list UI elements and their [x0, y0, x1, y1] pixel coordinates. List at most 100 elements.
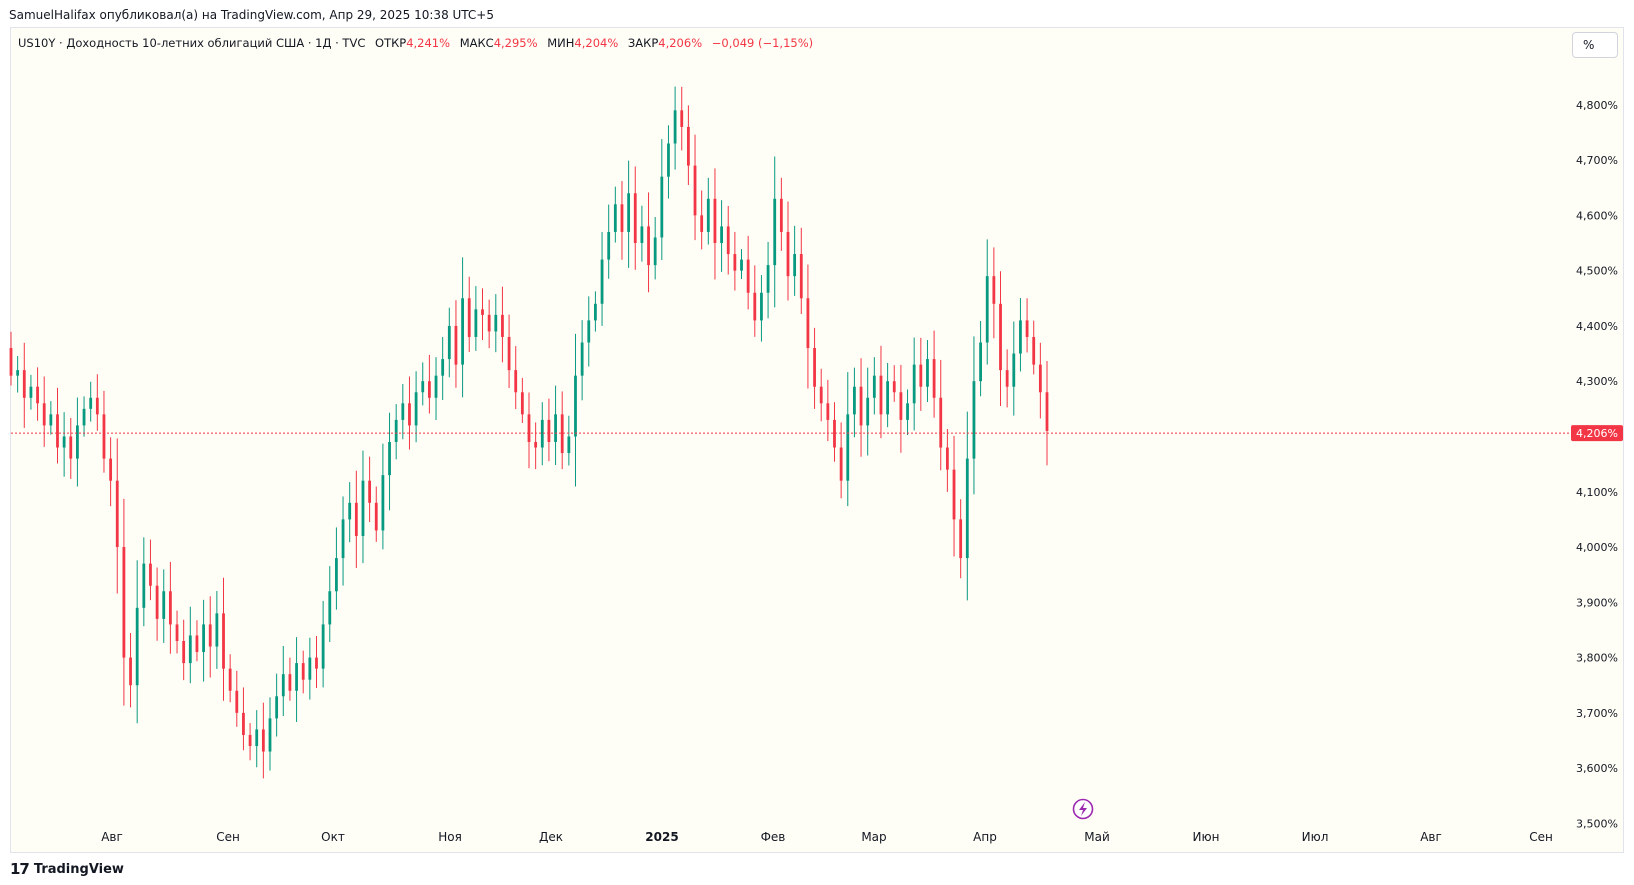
candle-up[interactable]: [461, 298, 464, 365]
candle-up[interactable]: [388, 442, 391, 476]
candle-down[interactable]: [919, 364, 923, 387]
candle-up[interactable]: [872, 375, 876, 398]
candle-up[interactable]: [667, 143, 670, 177]
candle-up[interactable]: [979, 342, 982, 382]
candle-up[interactable]: [447, 325, 451, 360]
candle-up[interactable]: [627, 193, 631, 232]
candle-down[interactable]: [547, 419, 551, 442]
candle-down[interactable]: [354, 502, 358, 536]
candle-up[interactable]: [1012, 353, 1016, 387]
candle-down[interactable]: [102, 414, 106, 459]
candle-down[interactable]: [487, 314, 491, 332]
candle-up[interactable]: [275, 696, 279, 719]
candle-up[interactable]: [740, 259, 743, 271]
candle-down[interactable]: [109, 458, 113, 481]
candle-down[interactable]: [879, 375, 883, 415]
candle-up[interactable]: [16, 370, 20, 376]
candle-down[interactable]: [1032, 336, 1036, 365]
candle-down[interactable]: [9, 348, 13, 376]
candle-down[interactable]: [859, 386, 863, 426]
candle-up[interactable]: [328, 591, 332, 625]
candle-up[interactable]: [965, 458, 969, 559]
candle-down[interactable]: [786, 231, 790, 277]
candle-down[interactable]: [149, 563, 152, 586]
candle-down[interactable]: [620, 204, 624, 232]
candle-up[interactable]: [401, 403, 405, 420]
candle-up[interactable]: [1019, 320, 1022, 354]
candle-up[interactable]: [594, 303, 597, 321]
candle-down[interactable]: [155, 585, 159, 619]
candle-down[interactable]: [992, 276, 996, 304]
candle-down[interactable]: [242, 712, 245, 735]
candle-up[interactable]: [89, 397, 93, 409]
candle-up[interactable]: [567, 436, 571, 454]
candle-down[interactable]: [261, 729, 265, 752]
candle-down[interactable]: [806, 298, 810, 349]
candle-down[interactable]: [56, 414, 59, 448]
candle-up[interactable]: [912, 364, 916, 404]
candle-down[interactable]: [168, 591, 172, 625]
candle-up[interactable]: [348, 502, 352, 520]
candle-down[interactable]: [481, 309, 484, 315]
candle-up[interactable]: [414, 392, 418, 426]
candle-up[interactable]: [574, 375, 577, 437]
candle-up[interactable]: [29, 386, 33, 398]
candle-down[interactable]: [939, 397, 943, 448]
candle-down[interactable]: [726, 226, 730, 255]
candle-up[interactable]: [906, 403, 909, 420]
candle-down[interactable]: [222, 613, 225, 669]
candle-up[interactable]: [335, 558, 338, 592]
candle-down[interactable]: [779, 198, 783, 232]
candle-down[interactable]: [182, 641, 186, 664]
candle-up[interactable]: [82, 408, 86, 426]
candle-up[interactable]: [540, 419, 544, 448]
candle-down[interactable]: [248, 734, 252, 747]
candle-down[interactable]: [560, 414, 564, 454]
candle-up[interactable]: [441, 359, 445, 376]
candle-down[interactable]: [301, 663, 305, 680]
candle-up[interactable]: [421, 381, 425, 393]
candle-down[interactable]: [892, 381, 896, 393]
candle-up[interactable]: [766, 265, 770, 293]
candle-up[interactable]: [76, 425, 79, 459]
candle-down[interactable]: [959, 519, 963, 559]
candle-up[interactable]: [600, 259, 604, 304]
candle-down[interactable]: [408, 403, 411, 426]
candle-down[interactable]: [315, 657, 318, 669]
candle-up[interactable]: [760, 292, 763, 321]
candle-down[interactable]: [427, 381, 431, 398]
candle-up[interactable]: [793, 254, 797, 277]
candle-down[interactable]: [713, 198, 717, 243]
candle-up[interactable]: [494, 314, 498, 332]
candle-up[interactable]: [985, 276, 989, 343]
candle-down[interactable]: [1045, 392, 1049, 431]
candle-down[interactable]: [647, 226, 650, 266]
candle-up[interactable]: [202, 624, 205, 653]
candle-down[interactable]: [175, 624, 179, 641]
candle-up[interactable]: [673, 110, 677, 144]
candle-up[interactable]: [215, 613, 219, 647]
candle-up[interactable]: [308, 657, 312, 680]
candle-up[interactable]: [321, 624, 325, 669]
candle-up[interactable]: [281, 674, 285, 697]
candle-up[interactable]: [706, 198, 710, 232]
candle-up[interactable]: [587, 320, 591, 343]
candle-down[interactable]: [534, 442, 538, 448]
candle-up[interactable]: [773, 198, 777, 266]
candle-up[interactable]: [613, 204, 617, 232]
candle-down[interactable]: [746, 259, 750, 293]
candle-down[interactable]: [527, 414, 531, 442]
candle-down[interactable]: [368, 480, 372, 503]
candle-up[interactable]: [295, 663, 298, 691]
candle-down[interactable]: [813, 348, 816, 387]
candle-up[interactable]: [640, 226, 644, 243]
candle-down[interactable]: [374, 502, 378, 531]
candle-down[interactable]: [122, 547, 126, 658]
candle-down[interactable]: [235, 690, 239, 713]
chart-pane[interactable]: [10, 27, 1624, 853]
lightning-icon[interactable]: [1072, 798, 1094, 820]
candle-down[interactable]: [129, 657, 132, 686]
candle-down[interactable]: [507, 336, 511, 371]
candle-down[interactable]: [693, 165, 697, 216]
candle-down[interactable]: [288, 674, 292, 691]
